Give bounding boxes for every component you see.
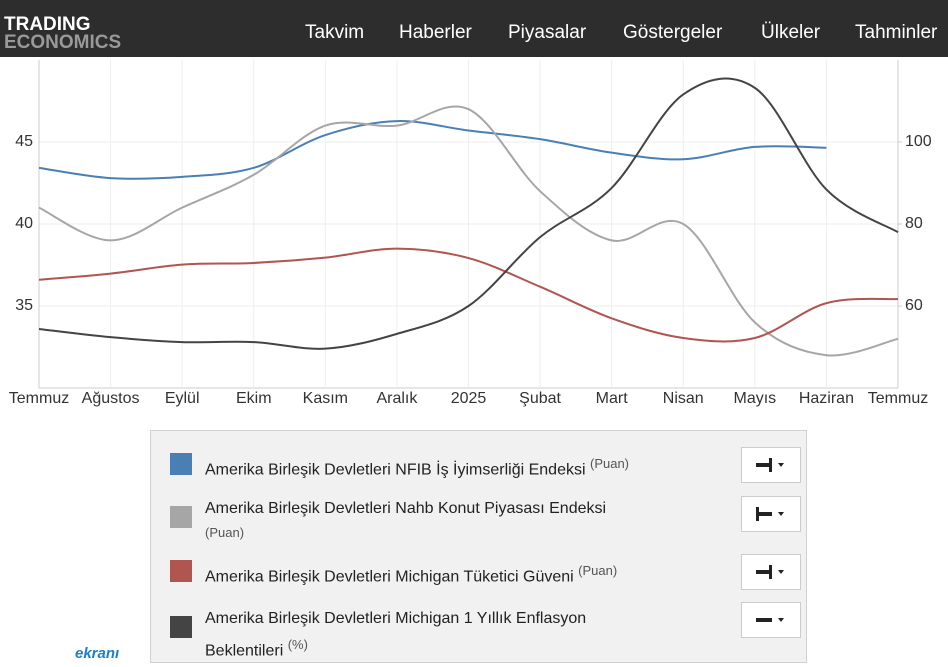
x-tick-label: Eylül: [165, 390, 200, 407]
legend-swatch: [170, 560, 192, 582]
x-tick-label: Temmuz: [868, 390, 928, 407]
y2-tick-label: 100: [905, 133, 932, 150]
x-tick-label: 2025: [451, 390, 487, 407]
y-tick-label: 40: [15, 215, 33, 232]
x-tick-label: Ekim: [236, 390, 272, 407]
nav-item[interactable]: Göstergeler: [623, 22, 723, 43]
nav-item[interactable]: Tahminler: [855, 22, 938, 43]
legend-label: Amerika Birleşik Devletleri NFIB İş İyim…: [205, 451, 645, 483]
x-tick-label: Ağustos: [82, 390, 140, 407]
x-tick-label: Mart: [596, 390, 629, 407]
legend-unit: (%): [287, 637, 308, 652]
chart: Temmuz Ağustos Eylül Ekim Kasım Aralık 2025 Şub…: [9, 60, 932, 407]
button-icon: [756, 512, 772, 516]
nav-item[interactable]: Ülkeler: [761, 22, 821, 43]
x-tick-label: Aralık: [376, 390, 418, 407]
logo-top[interactable]: TRADING: [4, 14, 91, 35]
legend-swatch: [170, 453, 192, 475]
x-tick-label: Haziran: [799, 390, 854, 407]
axis-toggle-button[interactable]: [741, 496, 801, 532]
axis-toggle-button[interactable]: [741, 602, 801, 638]
legend-row: Amerika Birleşik Devletleri Michigan 1 Y…: [151, 602, 806, 659]
legend-unit: (Puan): [205, 525, 245, 540]
series-line: [38, 247, 899, 343]
axis-toggle-button[interactable]: [741, 447, 801, 483]
legend-name: Amerika Birleşik Devletleri Michigan Tük…: [205, 568, 574, 586]
nav-item[interactable]: Piyasalar: [508, 22, 587, 43]
nav-item[interactable]: Takvim: [305, 22, 365, 43]
legend-row: Amerika Birleşik Devletleri Michigan Tük…: [151, 554, 806, 608]
button-icon: [756, 570, 772, 574]
x-tick-label: Mayıs: [733, 390, 776, 407]
button-caret: [778, 512, 784, 516]
legend-label: Amerika Birleşik Devletleri Michigan 1 Y…: [205, 606, 645, 664]
legend-unit: (Puan): [578, 563, 618, 578]
legend-name: Amerika Birleşik Devletleri NFIB İş İyim…: [205, 461, 586, 479]
legend-row: Amerika Birleşik Devletleri NFIB İş İyim…: [151, 447, 806, 501]
axis-toggle-button[interactable]: [741, 554, 801, 590]
series-line: [38, 105, 899, 357]
legend: Amerika Birleşik Devletleri NFIB İş İyim…: [150, 430, 807, 663]
legend-row: Amerika Birleşik Devletleri Nahb Konut P…: [151, 496, 806, 546]
series-line: [38, 77, 899, 350]
legend-label: Amerika Birleşik Devletleri Nahb Konut P…: [205, 496, 645, 544]
header: TRADING ECONOMICS Takvim Haberler Piyasa…: [0, 0, 948, 57]
y-tick-label: 35: [15, 297, 33, 314]
legend-swatch: [170, 616, 192, 638]
legend-unit: (Puan): [589, 456, 630, 471]
legend-swatch: [170, 506, 192, 528]
y-tick-label: 45: [15, 133, 33, 150]
legend-name: Amerika Birleşik Devletleri Michigan 1 Y…: [205, 610, 587, 660]
button-icon: [756, 463, 772, 467]
x-tick-label: Kasım: [303, 390, 348, 407]
x-tick-label: Şubat: [519, 390, 561, 407]
series-line: [38, 120, 827, 180]
legend-name: Amerika Birleşik Devletleri Nahb Konut P…: [205, 500, 607, 517]
y2-tick-label: 60: [905, 297, 923, 314]
x-tick-label: Temmuz: [9, 390, 69, 407]
button-icon: [756, 618, 772, 622]
button-icon-bar: [756, 507, 759, 521]
button-icon-bar: [769, 458, 772, 472]
legend-label: Amerika Birleşik Devletleri Michigan Tük…: [205, 558, 645, 590]
button-caret: [778, 618, 784, 622]
y2-tick-label: 80: [905, 215, 923, 232]
x-tick-label: Nisan: [663, 390, 704, 407]
watermark: ekranı: [75, 645, 120, 662]
button-icon-bar: [769, 565, 772, 579]
logo-bottom[interactable]: ECONOMICS: [4, 32, 122, 53]
button-caret: [778, 463, 784, 467]
nav-item[interactable]: Haberler: [399, 22, 472, 43]
button-caret: [778, 570, 784, 574]
